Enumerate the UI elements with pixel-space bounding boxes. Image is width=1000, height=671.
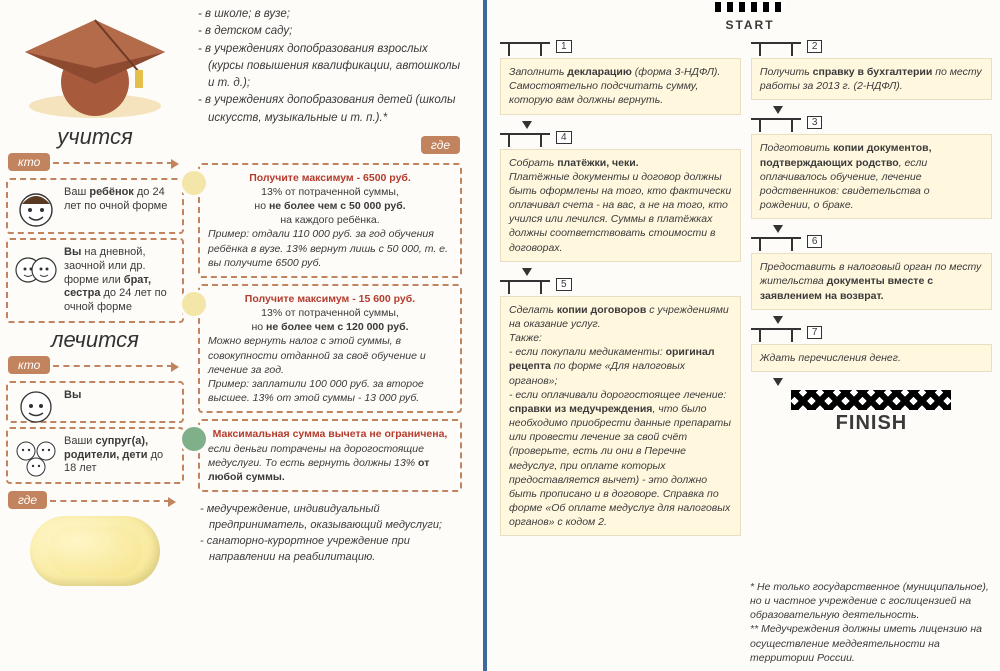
callout-unl-body: если деньги потрачены на дорогостоящие м… bbox=[208, 442, 452, 485]
steps-grid: 1 Заполнить декларацию (форма 3-НДФЛ).Са… bbox=[500, 42, 992, 544]
arrow-down-icon bbox=[522, 268, 532, 276]
who-treat-family: Ваши супруг(а), родители, дети до 18 лет bbox=[6, 427, 184, 484]
footnotes: * Не только государственное (муниципальн… bbox=[750, 580, 990, 665]
who-study-child: Ваш ребёнок до 24 лет по очной форме bbox=[6, 178, 184, 234]
where-study-2: - в учреждениях допобразования взрослых … bbox=[198, 41, 462, 93]
footnote-2: ** Медучреждения должны иметь лицензию н… bbox=[750, 622, 990, 665]
callout-6500-sub: 13% от потраченной суммы,но не более чем… bbox=[208, 185, 452, 228]
arrow-icon-3 bbox=[50, 500, 170, 502]
steps-left-col: 1 Заполнить декларацию (форма 3-НДФЛ).Са… bbox=[500, 42, 741, 544]
where-study-list: - в школе; в вузе; - в детском саду; - в… bbox=[190, 0, 470, 133]
right-column: START 1 Заполнить декларацию (форма 3-НД… bbox=[480, 0, 1000, 671]
who-study-self-text: Вы на дневной, заочной или др. форме или… bbox=[64, 246, 167, 313]
where-treat-list: - медучреждение, индивидуальный предприн… bbox=[190, 498, 470, 570]
step-3: Подготовить копии документов, подтвержда… bbox=[751, 134, 992, 219]
hurdle-2: 2 bbox=[751, 42, 992, 56]
arrow-down-icon bbox=[773, 316, 783, 324]
who-study-child-text: Ваш ребёнок до 24 лет по очной форме bbox=[64, 186, 167, 212]
graduation-cap-icon bbox=[15, 10, 175, 120]
hurdle-1: 1 bbox=[500, 42, 741, 56]
step-6: Предоставить в налоговый орган по месту … bbox=[751, 253, 992, 310]
who-treat-self: Вы bbox=[6, 381, 184, 423]
where-treat-0: - медучреждение, индивидуальный предприн… bbox=[200, 502, 460, 534]
arrow-down-icon bbox=[773, 225, 783, 233]
callout-15600-sub: 13% от потраченной суммы,но не более чем… bbox=[208, 306, 452, 334]
arrow-down-icon bbox=[773, 378, 783, 386]
family-faces-icon bbox=[14, 435, 58, 479]
hurdle-6: 6 bbox=[751, 237, 992, 251]
tag-who-1: кто bbox=[8, 153, 50, 171]
self-face-icon bbox=[14, 385, 58, 429]
arrow-icon bbox=[53, 162, 173, 164]
mid-column: - в школе; в вузе; - в детском саду; - в… bbox=[190, 0, 470, 671]
where-study-0: - в школе; в вузе; bbox=[198, 6, 462, 23]
who-treat-self-text: Вы bbox=[64, 389, 81, 401]
finish-flag-icon bbox=[791, 390, 951, 410]
step-2: Получить справку в бухгалтерии по месту … bbox=[751, 58, 992, 100]
tag-where-1: где bbox=[421, 136, 460, 154]
pill-icon bbox=[30, 516, 160, 586]
section-study-title: учится bbox=[0, 124, 190, 150]
finish-label: FINISH bbox=[751, 412, 992, 435]
hurdle-5: 5 bbox=[500, 280, 741, 294]
callout-unlimited: Максимальная сумма вычета не ограничена,… bbox=[198, 419, 462, 492]
where-treat-1: - санаторно-курортное учреждение при нап… bbox=[200, 534, 460, 566]
callout-6500-head: Получите максимум - 6500 руб. bbox=[208, 171, 452, 185]
start-flag-icon bbox=[715, 2, 785, 12]
section-treat-title: лечится bbox=[0, 327, 190, 353]
start-label: START bbox=[500, 18, 1000, 32]
callout-15600-head: Получите максимум - 15 600 руб. bbox=[208, 292, 452, 306]
callout-15600-body: Можно вернуть налог с этой суммы, в сово… bbox=[208, 334, 452, 405]
who-study-self: Вы на дневной, заочной или др. форме или… bbox=[6, 238, 184, 323]
step-5: Сделать копии договоров с учреждениями н… bbox=[500, 296, 741, 537]
step-1: Заполнить декларацию (форма 3-НДФЛ).Само… bbox=[500, 58, 741, 115]
vertical-divider bbox=[483, 0, 487, 671]
hurdle-3: 3 bbox=[751, 118, 992, 132]
callout-6500-body: Пример: отдали 110 000 руб. за год обуче… bbox=[208, 227, 452, 270]
coin-icon bbox=[182, 171, 206, 195]
callout-unl-head: Максимальная сумма вычета не ограничена, bbox=[208, 427, 452, 441]
callout-6500: Получите максимум - 6500 руб. 13% от пот… bbox=[198, 163, 462, 278]
who-treat-family-text: Ваши супруг(а), родители, дети до 18 лет bbox=[64, 435, 163, 475]
hurdle-4: 4 bbox=[500, 133, 741, 147]
arrow-down-icon bbox=[522, 121, 532, 129]
tag-who-2: кто bbox=[8, 356, 50, 374]
adult-faces-icon bbox=[14, 246, 58, 290]
left-column: учится кто Ваш ребёнок до 24 лет по очно… bbox=[0, 0, 190, 671]
step-4: Собрать платёжки, чеки.Платёжные докумен… bbox=[500, 149, 741, 262]
mask-icon bbox=[182, 427, 206, 451]
footnote-1: * Не только государственное (муниципальн… bbox=[750, 580, 990, 623]
child-face-icon bbox=[14, 186, 58, 230]
tag-where-2: где bbox=[8, 491, 47, 509]
hurdle-7: 7 bbox=[751, 328, 992, 342]
where-study-1: - в детском саду; bbox=[198, 23, 462, 40]
arrow-down-icon bbox=[773, 106, 783, 114]
start-block: START bbox=[500, 2, 1000, 32]
steps-right-col: 2 Получить справку в бухгалтерии по мест… bbox=[751, 42, 992, 435]
callout-15600: Получите максимум - 15 600 руб. 13% от п… bbox=[198, 284, 462, 413]
where-study-3: - в учреждениях допобразования детей (шк… bbox=[198, 92, 462, 127]
arrow-icon-2 bbox=[53, 365, 173, 367]
coin-icon-2 bbox=[182, 292, 206, 316]
step-7: Ждать перечисления денег. bbox=[751, 344, 992, 372]
